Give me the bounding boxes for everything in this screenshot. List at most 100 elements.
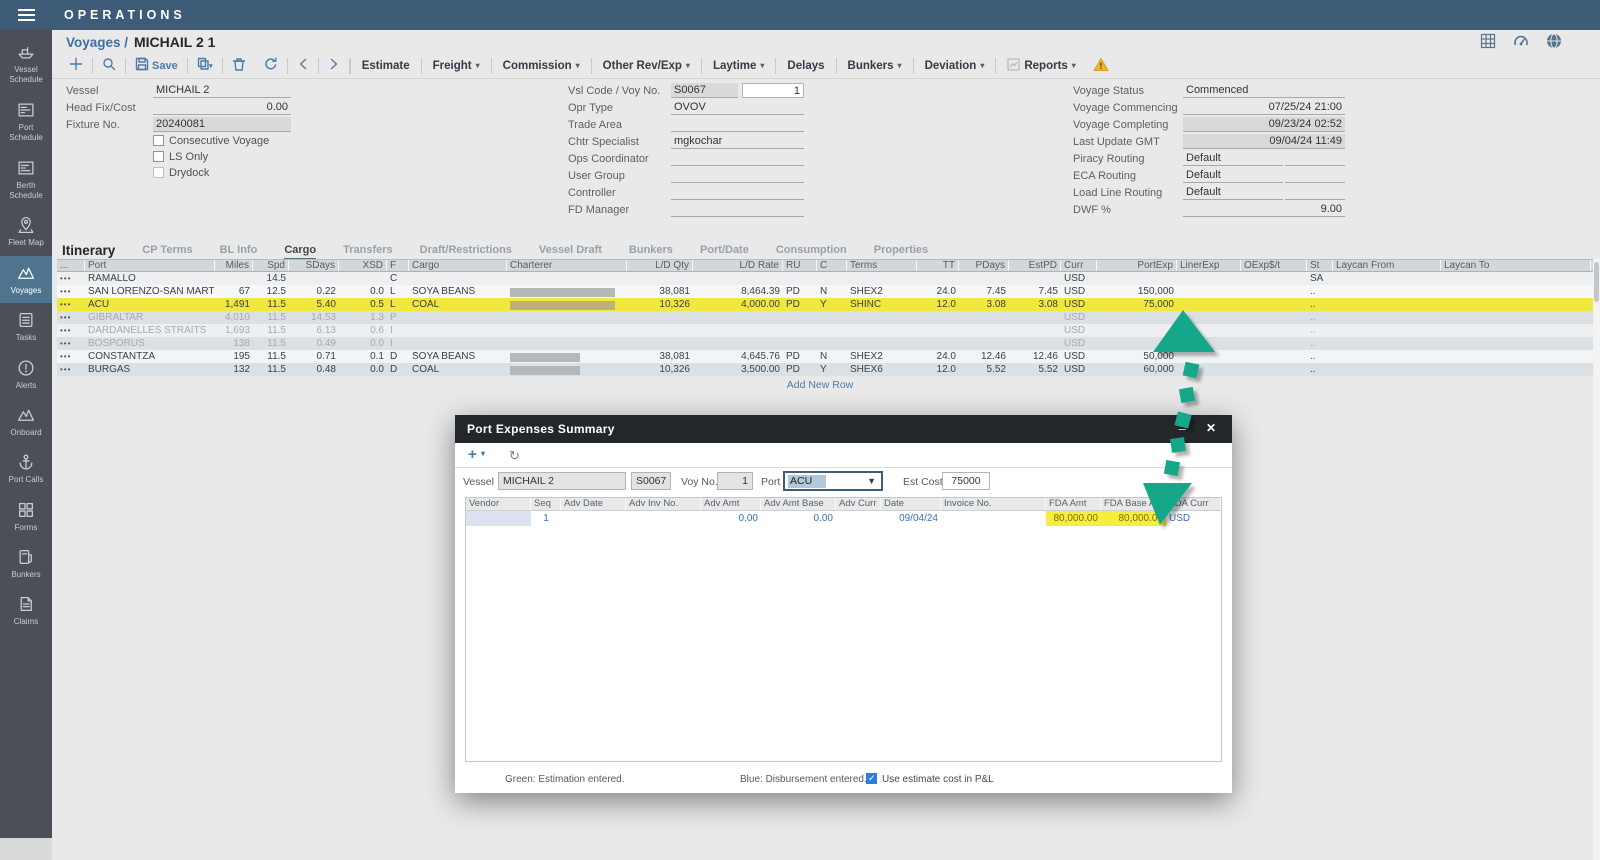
cell-port[interactable]: GIBRALTAR [88, 312, 144, 323]
cell-laycan_from[interactable] [1333, 337, 1441, 350]
cell-port[interactable]: CONSTANTZA [88, 351, 156, 362]
row-menu-icon[interactable]: ••• [60, 352, 72, 361]
add-row-icon[interactable]: + ▾ [468, 446, 485, 463]
field-load-line-routing[interactable]: Default [1183, 185, 1283, 200]
field-vsl-code-voy-no-[interactable]: S0067 [671, 83, 738, 98]
col-header-portexp[interactable]: PortExp [1097, 260, 1177, 271]
col-header-miles[interactable]: Miles [215, 260, 253, 271]
row-menu-icon[interactable]: ••• [60, 326, 72, 335]
col-header-charterer[interactable]: Charterer [507, 260, 627, 271]
cell-st[interactable]: .. [1310, 351, 1316, 362]
voyno-field[interactable]: 1 [717, 472, 753, 490]
cell-terms[interactable] [847, 337, 917, 350]
cell-estpd[interactable]: 12.46 [1032, 351, 1058, 362]
cell-curr[interactable]: USD [1064, 338, 1086, 349]
cell-cargo[interactable]: SOYA BEANS [412, 286, 476, 297]
field-ops-coordinator[interactable] [671, 151, 804, 166]
cell-curr[interactable]: USD [1064, 325, 1086, 336]
field-opr-type[interactable]: OVOV [671, 100, 804, 115]
cell-f[interactable]: I [390, 338, 393, 349]
toolbar-button-delays[interactable]: Delays [776, 60, 835, 72]
cell-laycan_from[interactable] [1333, 363, 1441, 376]
cell-estpd[interactable]: 3.08 [1038, 299, 1058, 310]
cell-sdays[interactable] [289, 272, 339, 285]
cell-pdays[interactable] [959, 311, 1009, 324]
cell-dots[interactable]: ••• [57, 272, 85, 285]
col-header-fda_curr[interactable]: FDA Curr [1166, 498, 1221, 510]
cell-ldqty[interactable]: 10,326 [659, 299, 690, 310]
row-menu-icon[interactable]: ••• [60, 365, 72, 374]
cell-tt[interactable]: 24.0 [936, 286, 956, 297]
cell-f[interactable]: C [390, 273, 398, 284]
cell-xsd[interactable]: 0.5 [370, 299, 384, 310]
cell-st[interactable]: SA [1310, 273, 1324, 284]
cell-ldqty[interactable]: 38,081 [659, 286, 690, 297]
cell-tt[interactable] [917, 324, 959, 337]
sidebar-item-fleet-map[interactable]: Fleet Map [0, 208, 52, 255]
cell-laycan_to[interactable] [1441, 272, 1591, 285]
cell-c[interactable] [817, 311, 847, 324]
cell-xsd[interactable]: 0.0 [370, 338, 384, 349]
sidebar-item-vessel-schedule[interactable]: Vessel Schedule [0, 35, 52, 93]
cell-vendor[interactable] [466, 511, 531, 526]
toolbar-button-deviation[interactable]: Deviation ▾ [914, 60, 996, 72]
cell-laycan_to[interactable] [1441, 298, 1591, 311]
cell-f[interactable]: P [390, 312, 397, 323]
col-header-fda_amt[interactable]: FDA Amt [1046, 498, 1101, 510]
cell-laycan_from[interactable] [1333, 285, 1441, 298]
cell-fda_curr[interactable]: USD [1169, 513, 1191, 524]
cell-oexp[interactable] [1241, 272, 1307, 285]
col-header-vendor[interactable]: Vendor [466, 498, 531, 510]
tab-itinerary[interactable]: Itinerary [62, 243, 116, 258]
cell-ldrate[interactable] [693, 324, 783, 337]
refresh-button[interactable] [255, 57, 287, 74]
col-header-adv_amt[interactable]: Adv Amt [701, 498, 761, 510]
field-secondary[interactable] [1285, 168, 1345, 183]
cell-pdays[interactable]: 7.45 [986, 286, 1006, 297]
cell-dots[interactable]: ••• [57, 285, 85, 298]
toolbar-button-laytime[interactable]: Laytime ▾ [702, 60, 775, 72]
vsl-code-field[interactable]: S0067 [631, 472, 671, 490]
cell-cargo[interactable]: COAL [412, 364, 440, 375]
tab-bunkers[interactable]: Bunkers [628, 244, 673, 256]
cell-ldrate[interactable]: 8,464.39 [741, 286, 780, 297]
cell-tt[interactable]: 12.0 [936, 299, 956, 310]
cell-c[interactable] [817, 272, 847, 285]
sidebar-item-voyages[interactable]: Voyages [0, 255, 52, 304]
cell-sdays[interactable]: 14.53 [310, 312, 336, 323]
col-header-st[interactable]: St [1307, 260, 1333, 271]
cell-port[interactable]: BURGAS [88, 364, 131, 375]
cell-adv_date[interactable] [561, 511, 626, 526]
cell-ru[interactable]: PD [786, 364, 800, 375]
cell-st[interactable]: .. [1310, 312, 1316, 323]
checkbox-consecutive-voyage[interactable] [153, 135, 164, 146]
cell-charterer[interactable] [507, 272, 627, 285]
sidebar-item-berth-schedule[interactable]: Berth Schedule [0, 151, 52, 209]
col-header-laycan_from[interactable]: Laycan From [1333, 260, 1441, 271]
prev-button[interactable] [288, 57, 318, 74]
cell-pdays[interactable]: 12.46 [980, 351, 1006, 362]
cell-port[interactable]: DARDANELLES STRAITS [88, 325, 207, 336]
field-eca-routing[interactable]: Default [1183, 168, 1283, 183]
sidebar-item-onboard[interactable]: Onboard [0, 398, 52, 445]
cell-c[interactable] [817, 337, 847, 350]
cell-linerexp[interactable] [1177, 350, 1241, 363]
hamburger-menu-icon[interactable] [0, 0, 52, 30]
field-user-group[interactable] [671, 168, 804, 183]
cell-portexp[interactable] [1097, 272, 1177, 285]
cell-f[interactable]: D [390, 364, 398, 375]
col-header-c[interactable]: C [817, 260, 847, 271]
cell-charterer[interactable] [507, 311, 627, 324]
add-new-row-link[interactable]: Add New Row [786, 379, 854, 391]
grid-view-icon[interactable] [1480, 33, 1496, 52]
col-header-oexp[interactable]: OExp$/t [1241, 260, 1307, 271]
row-menu-icon[interactable]: ••• [60, 287, 72, 296]
field-dwf-%[interactable]: 9.00 [1183, 202, 1345, 217]
cell-spd[interactable]: 14.5 [266, 273, 286, 284]
cell-linerexp[interactable] [1177, 298, 1241, 311]
cell-sdays[interactable]: 5.40 [316, 299, 336, 310]
cell-tt[interactable] [917, 337, 959, 350]
save-button[interactable]: Save [126, 57, 187, 74]
cell-ru[interactable]: PD [786, 351, 800, 362]
cell-laycan_to[interactable] [1441, 324, 1591, 337]
